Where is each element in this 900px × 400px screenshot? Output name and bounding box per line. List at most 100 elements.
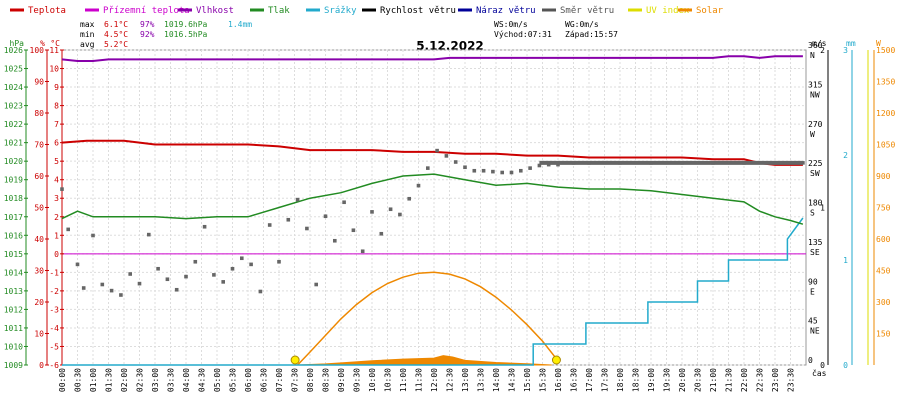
degc-tick-label: -1	[49, 268, 59, 277]
wind-direction-point	[137, 281, 142, 286]
wind-direction-point	[519, 168, 523, 173]
dir-tick-label: SW	[810, 169, 820, 178]
wind-direction-point	[351, 228, 356, 233]
wind-direction-point	[295, 197, 300, 202]
wind-direction-point	[128, 272, 132, 276]
wind-direction-point	[453, 160, 458, 164]
stat-avg-temp: 5.2°C	[104, 40, 128, 49]
x-tick-label: 13:00	[461, 368, 470, 392]
legend-label-smer: Směr větru	[560, 6, 614, 16]
dir-tick-label: NE	[810, 327, 820, 336]
wind-direction-point	[66, 227, 70, 232]
mm-axis-unit: mm	[846, 39, 856, 48]
wind-direction-point	[156, 266, 160, 271]
wind-direction-point	[174, 287, 179, 292]
x-tick-label: 05:00	[213, 368, 222, 392]
dir-tick-label: N	[810, 51, 815, 60]
x-tick-label: 00:00	[58, 368, 67, 392]
temperature-line	[61, 139, 803, 166]
degc-tick-label: 10	[49, 65, 59, 74]
ms-tick-label: 0	[820, 361, 825, 370]
pct-tick-label: 70	[34, 141, 44, 150]
x-tick-label: 20:30	[694, 368, 703, 392]
wind-direction-point	[333, 238, 337, 243]
hpa-tick-label: 1010	[4, 342, 23, 351]
wind-direction-point	[60, 187, 64, 191]
pct-tick-label: 20	[34, 298, 44, 307]
w-tick-label: 300	[876, 298, 891, 307]
dir-tick-deg: 360	[808, 41, 823, 50]
stat-max-press: 1019.6hPa	[164, 20, 208, 29]
w-tick-label: 1050	[876, 141, 895, 150]
wind-direction-point	[91, 233, 95, 238]
wind-gust-info: WG:0m/s	[565, 20, 599, 29]
dir-tick-label: NW	[810, 90, 820, 99]
wind-direction-point	[221, 280, 225, 284]
x-tick-label: 04:30	[198, 368, 207, 392]
x-tick-label: 19:30	[663, 368, 672, 392]
plot-area: 00:00 00:30 01:00 01:30 02:00 02:30 03:00 03:30…	[4, 39, 896, 392]
wind-speed-info: WS:0m/s	[494, 20, 528, 29]
wind-direction-point	[342, 200, 346, 205]
wind-direction-point	[537, 163, 542, 168]
mm-tick-label: 2	[843, 151, 848, 160]
stat-max-label: max	[80, 20, 95, 29]
wind-direction-point	[230, 266, 235, 271]
hpa-tick-label: 1022	[4, 120, 23, 129]
hpa-tick-label: 1013	[4, 287, 23, 296]
dir-tick-deg: 0	[808, 356, 813, 365]
wind-direction-point	[370, 210, 374, 214]
hpa-tick-label: 1018	[4, 194, 23, 203]
sunrise-info: Východ:07:31	[494, 30, 552, 39]
pressure-line	[61, 173, 804, 225]
hpa-tick-label: 1012	[4, 305, 23, 314]
degc-tick-label: 3	[54, 194, 59, 203]
wind-direction-point	[360, 249, 365, 254]
wind-direction-point	[491, 169, 495, 174]
x-tick-label: 14:30	[508, 368, 517, 392]
pct-tick-label: 90	[34, 78, 44, 87]
mm-tick-label: 1	[843, 256, 848, 265]
x-tick-label: 18:30	[632, 368, 641, 392]
dir-tick-label: SE	[810, 248, 820, 257]
humidity-line	[61, 55, 803, 62]
legend-label-rychlost: Rychlost větru	[380, 6, 456, 16]
stat-max-rain: 1.4mm	[228, 20, 252, 29]
w-tick-label: 1500	[876, 46, 895, 55]
pct-axis-unit: %	[40, 39, 45, 48]
wind-direction-point	[509, 170, 514, 175]
stat-avg-label: avg	[80, 40, 95, 49]
pct-tick-label: 100	[30, 46, 45, 55]
wind-direction-point	[119, 293, 123, 297]
wind-direction-point	[528, 166, 532, 170]
degc-tick-label: 4	[54, 176, 59, 185]
w-tick-label: 600	[876, 235, 891, 244]
w-tick-label: 150	[876, 330, 891, 339]
x-tick-label: 14:00	[492, 368, 501, 392]
hpa-tick-label: 1011	[4, 324, 23, 333]
x-tick-label: 18:00	[616, 368, 625, 392]
ms-tick-label: 2	[820, 46, 825, 55]
wind-direction-point	[379, 231, 384, 236]
legend-label-srazky: Srážky	[324, 6, 357, 16]
pct-tick-label: 40	[34, 235, 44, 244]
legend-label-solar: Solar	[696, 6, 724, 16]
hpa-tick-label: 1015	[4, 250, 23, 259]
hpa-axis-unit: hPa	[10, 39, 25, 48]
x-tick-label: 01:00	[89, 368, 98, 392]
hpa-tick-label: 1021	[4, 139, 23, 148]
wind-direction-point	[267, 223, 272, 227]
x-tick-label: 04:00	[182, 368, 191, 392]
x-tick-label: 17:00	[585, 368, 594, 392]
wind-direction-point	[444, 154, 449, 158]
w-tick-label: 750	[876, 204, 891, 213]
wind-direction-point	[184, 274, 188, 279]
hpa-tick-label: 1025	[4, 65, 23, 74]
pct-tick-label: 60	[34, 172, 44, 181]
stat-min-temp: 4.5°C	[104, 30, 128, 39]
x-tick-label: 22:30	[756, 368, 765, 392]
w-axis-unit: W	[876, 39, 881, 48]
rain-line	[62, 217, 804, 366]
wind-direction-point	[463, 165, 467, 170]
w-tick-label: 1350	[876, 78, 895, 87]
